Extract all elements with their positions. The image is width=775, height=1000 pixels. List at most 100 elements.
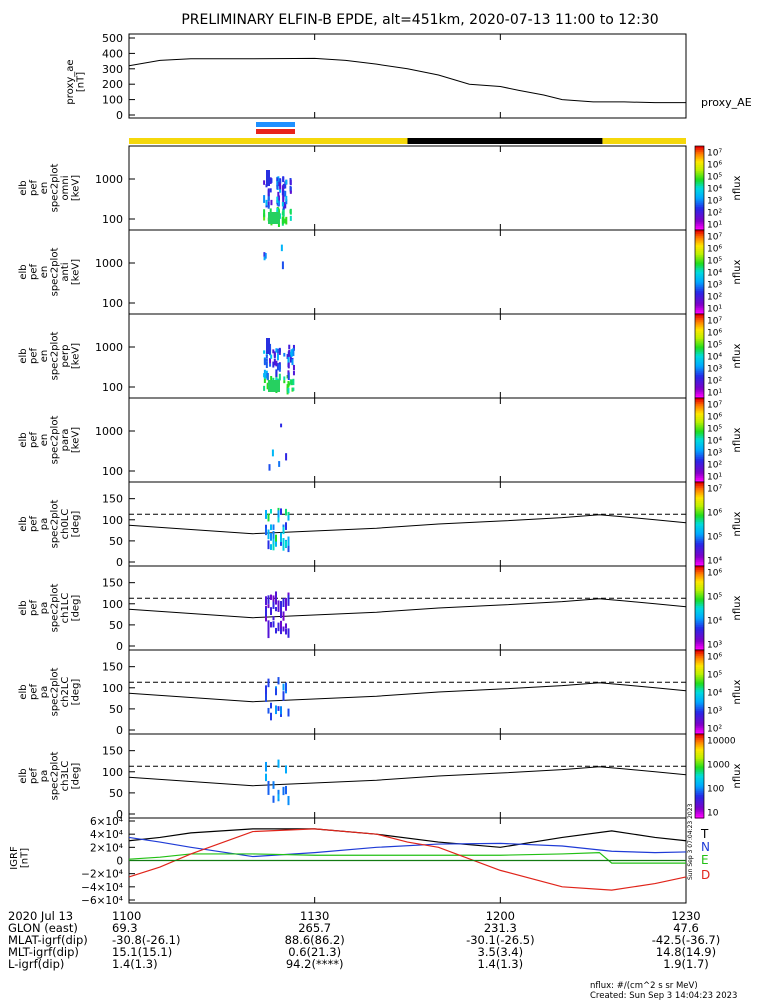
energy-panel-3-colorbar-segment bbox=[695, 436, 704, 439]
pa-panel-1-colorbar-segment bbox=[695, 596, 704, 600]
energy-panel-0-colorbar-segment bbox=[695, 168, 704, 172]
energy-panel-3-ylabel-line-3: spec2plot bbox=[49, 416, 60, 465]
pa-panel-2-colorbar-segment bbox=[695, 680, 704, 684]
energy-panel-0-colorbar-segment bbox=[695, 205, 704, 208]
pa-panel-0-colorbar-segment bbox=[695, 510, 704, 514]
spectrum-pixel bbox=[279, 213, 282, 219]
energy-panel-3-colorbar-segment bbox=[695, 415, 704, 418]
spectrum-pixel bbox=[267, 678, 270, 688]
pa-panel-2-colorbar-segment bbox=[695, 730, 704, 733]
energy-panel-1-colorbar-segment bbox=[695, 285, 704, 288]
energy-panel-1-ylabel-line-1: pef bbox=[28, 264, 39, 281]
energy-panel-1-colorbar-label: 10⁵ bbox=[707, 257, 722, 267]
energy-panel-1-colorbar-segment bbox=[695, 304, 704, 307]
spectrum-pixel bbox=[292, 344, 295, 351]
energy-panel-3-colorbar-segment bbox=[695, 401, 704, 405]
pa-panel-1-colorbar-segment bbox=[695, 569, 704, 573]
energy-panel-2-ytick-label: 1000 bbox=[95, 341, 123, 354]
pa-panel-3-colorbar-segment bbox=[695, 804, 704, 808]
spectrum-pixel bbox=[280, 608, 282, 619]
energy-panel-1-colorbar-segment bbox=[695, 249, 704, 252]
spectrum-pixel bbox=[291, 359, 294, 366]
spectrum-pixel bbox=[278, 364, 281, 372]
spectrum-pixel bbox=[265, 358, 268, 362]
energy-panel-2-colorbar-segment bbox=[695, 338, 704, 342]
spectrum-pixel bbox=[280, 423, 283, 428]
side-timestamp: Sun Sep 3 07:04:23 2023 bbox=[687, 803, 694, 880]
spectrum-pixel bbox=[279, 179, 282, 184]
marker-bar-0 bbox=[256, 122, 295, 127]
energy-panel-1-colorbar-segment bbox=[695, 272, 704, 275]
spectrum-pixel bbox=[264, 253, 267, 259]
energy-panel-1-colorbar-segment bbox=[695, 310, 704, 313]
pa-panel-0-colorbar-segment bbox=[695, 495, 704, 498]
pa-panel-0-ylabel-line-3: spec2plot bbox=[49, 500, 60, 549]
spectrum-pixel bbox=[265, 199, 268, 206]
spectrum-pixel bbox=[285, 522, 287, 530]
pa-panel-3-colorbar-segment bbox=[695, 764, 704, 768]
spectrum-pixel bbox=[287, 708, 290, 717]
pa-panel-2-colorbar-segment bbox=[695, 655, 704, 659]
energy-panel-0-colorbar-label: 10² bbox=[707, 209, 722, 219]
energy-panel-1-colorbar-segment bbox=[695, 296, 704, 300]
spectrum-pixel bbox=[284, 218, 287, 224]
pa-panel-3-colorbar-segment bbox=[695, 772, 704, 775]
pa-panel-3-spectrum bbox=[265, 759, 290, 806]
spectrum-pixel bbox=[289, 208, 292, 215]
spectrum-pixel bbox=[279, 183, 282, 190]
pa-panel-3-colorbar-segment bbox=[695, 766, 704, 769]
spectrum-pixel bbox=[281, 185, 284, 192]
energy-panel-3-colorbar-segment bbox=[695, 447, 704, 451]
spectrum-pixel bbox=[280, 706, 282, 715]
pa-panel-2-colorbar-segment bbox=[695, 716, 704, 720]
energy-panel-3-colorbar-label: 10¹ bbox=[707, 473, 722, 483]
spectrum-pixel bbox=[276, 363, 279, 371]
energy-panel-1-ylabel-line-4: anti bbox=[60, 262, 71, 281]
energy-panel-2-colorbar-segment bbox=[695, 323, 704, 327]
energy-panel-3-colorbar-label: 10⁷ bbox=[707, 401, 722, 411]
spectrum-pixel bbox=[270, 544, 272, 550]
pa-panel-2-colorbar-label: 10⁴ bbox=[707, 689, 722, 699]
energy-panel-3-colorbar-segment bbox=[695, 438, 704, 441]
energy-panel-1-colorbar-segment bbox=[695, 260, 704, 264]
igrf-ytick-label: −4×10⁴ bbox=[81, 882, 123, 894]
pa-panel-2-colorbar-label: 10³ bbox=[707, 707, 722, 717]
ephemeris-value: 15.1(15.1) bbox=[112, 945, 172, 959]
spectrum-pixel bbox=[275, 360, 278, 367]
energy-panel-2-colorbar-segment bbox=[695, 314, 704, 317]
spectrum-pixel bbox=[275, 377, 278, 383]
pa-panel-2-colorbar-segment bbox=[695, 669, 704, 672]
pa-panel-3-colorbar-segment bbox=[695, 779, 704, 783]
igrf-series-line-2 bbox=[128, 851, 686, 864]
pa-panel-1-ylabel-line-1: pef bbox=[28, 600, 39, 617]
pa-panel-2-colorbar-segment bbox=[695, 682, 704, 685]
energy-panel-0-colorbar-segment bbox=[695, 201, 704, 204]
spectrum-pixel bbox=[280, 508, 282, 515]
pa-panel-2-colorbar-segment bbox=[695, 728, 704, 731]
pa-panel-0-colorbar-segment bbox=[695, 524, 704, 527]
spectrum-pixel bbox=[285, 179, 288, 185]
pa-panel-1-colorbar-segment bbox=[695, 619, 704, 622]
spectrum-pixel bbox=[277, 677, 280, 685]
spectrum-pixel bbox=[282, 526, 285, 535]
pa-panel-1-ytick-label: 0 bbox=[116, 640, 123, 653]
energy-panel-0-colorbar-segment bbox=[695, 170, 704, 174]
pa-panel-0-ylabel-line-1: pef bbox=[28, 516, 39, 533]
energy-panel-2-colorbar-segment bbox=[695, 396, 704, 399]
energy-panel-0-colorbar-segment bbox=[695, 182, 704, 185]
spectrum-pixel bbox=[263, 375, 266, 383]
spectrum-pixel bbox=[276, 196, 279, 203]
pa-panel-3-ytick-label: 0 bbox=[116, 808, 123, 821]
pa-panel-3-colorbar-segment bbox=[695, 777, 704, 781]
status-bar-segment-2 bbox=[602, 138, 686, 144]
igrf-series-line-0 bbox=[128, 828, 687, 848]
energy-panel-1-ylabel-line-2: en bbox=[39, 266, 50, 279]
spectrum-pixel bbox=[287, 380, 290, 388]
energy-panel-1-colorbar-segment bbox=[695, 283, 704, 286]
pa-panel-1-ytick-label: 100 bbox=[102, 598, 123, 611]
pa-panel-1-colorbar-segment bbox=[695, 585, 704, 588]
status-bar-segment-1 bbox=[407, 138, 603, 144]
spectrum-pixel bbox=[272, 524, 275, 530]
pa-panel-2-colorbar-segment bbox=[695, 711, 704, 714]
